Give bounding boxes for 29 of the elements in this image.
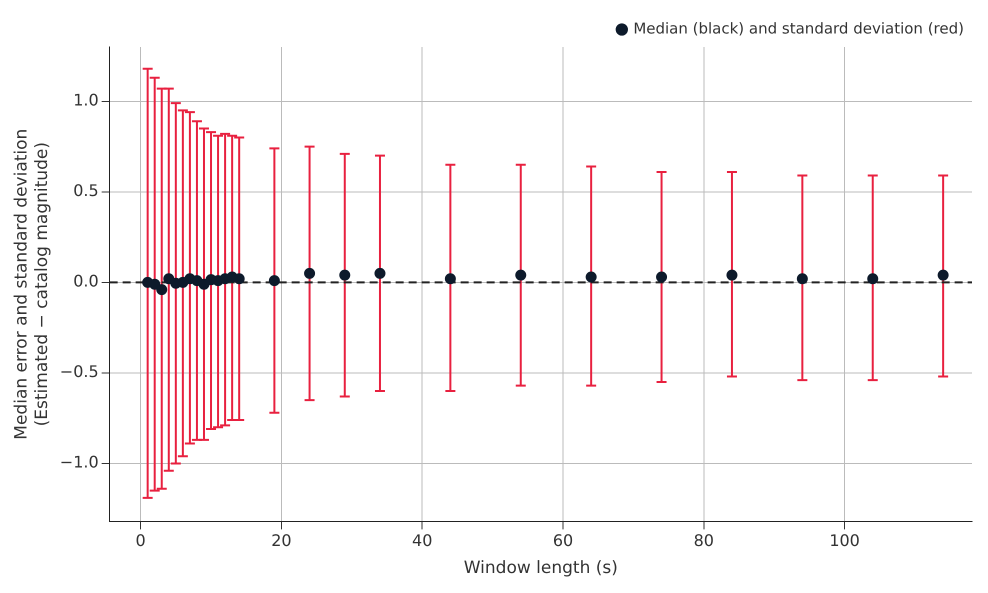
point [339,270,350,281]
y-tick-label: 0.0 [73,272,99,291]
legend-label: Median (black) and standard deviation (red) [633,19,964,38]
x-tick-label: 100 [829,531,860,550]
point [656,271,668,282]
x-tick-label: 60 [552,531,574,550]
point [374,268,386,279]
point [234,273,245,284]
point [444,273,456,284]
point [515,270,526,281]
y-tick-label: −0.5 [60,362,99,382]
x-tick-label: 0 [136,531,146,550]
y-axis-title: Median error and standard deviation (Estimated − catalog magnitude) [12,128,52,440]
x-axis-title: Window length (s) [464,558,618,578]
point [156,284,168,296]
y-tick-label: −1.0 [60,452,99,472]
y-tick-label: 0.5 [73,181,99,200]
point [726,270,738,281]
x-tick-label: 40 [412,531,432,550]
point [268,275,280,286]
x-tick-label: 80 [694,531,714,550]
point [586,271,597,282]
point [938,270,949,281]
x-tick-label: 20 [271,531,292,550]
point [304,268,316,279]
y-tick-label: 1.0 [73,90,99,110]
point [149,278,160,290]
point [867,273,878,284]
point [796,273,808,284]
